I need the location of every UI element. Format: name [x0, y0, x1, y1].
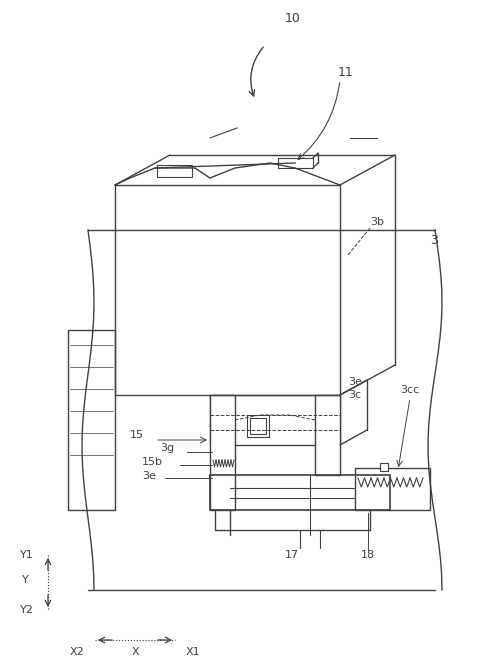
Bar [315, 395, 340, 475]
Text: Y2: Y2 [20, 605, 34, 615]
Text: 3b: 3b [370, 217, 384, 227]
Bar [380, 463, 388, 471]
Text: 15: 15 [130, 430, 144, 440]
Text: X: X [131, 647, 139, 657]
Bar [68, 330, 115, 510]
Bar [355, 468, 430, 510]
Bar [250, 418, 266, 434]
Text: 15b: 15b [142, 457, 163, 467]
Text: 3c: 3c [348, 390, 361, 400]
Text: 3e: 3e [348, 377, 362, 387]
Text: X1: X1 [186, 647, 200, 657]
Text: 10: 10 [285, 11, 301, 24]
Text: 18: 18 [361, 550, 375, 560]
Text: 3cc: 3cc [400, 385, 419, 395]
Text: 17: 17 [285, 550, 299, 560]
Text: 3e: 3e [142, 471, 156, 481]
Bar [210, 395, 340, 445]
Bar [247, 415, 269, 437]
Bar [278, 158, 313, 168]
Text: 3: 3 [430, 233, 438, 247]
Text: X2: X2 [70, 647, 84, 657]
Bar [210, 395, 235, 510]
Text: Y: Y [22, 575, 29, 585]
Text: Y1: Y1 [20, 550, 34, 560]
Text: 11: 11 [338, 65, 354, 79]
Text: 3g: 3g [160, 443, 174, 453]
Bar [157, 165, 192, 177]
